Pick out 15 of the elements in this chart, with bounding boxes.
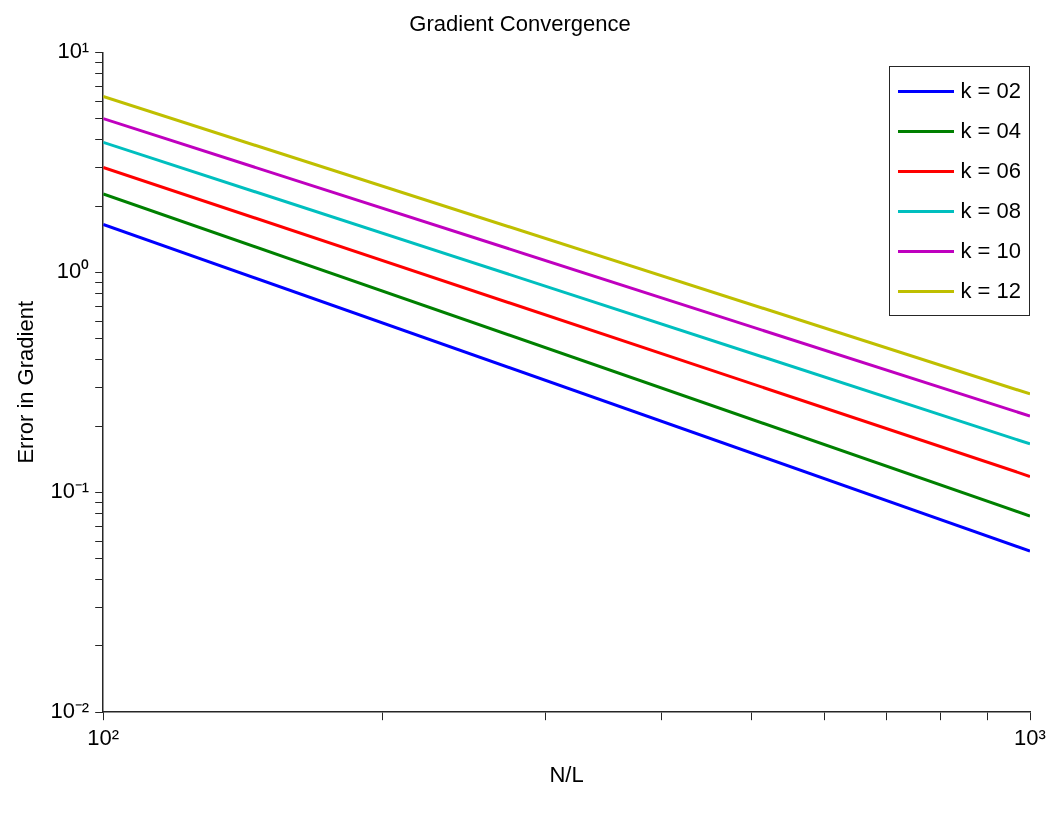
x-tick-label: 10³ xyxy=(1014,725,1046,751)
y-axis-title: Error in Gradient xyxy=(13,300,39,464)
legend-label: k = 04 xyxy=(960,118,1021,144)
chart-title: Gradient Convergence xyxy=(409,11,631,37)
y-tick-label: 10¹ xyxy=(57,38,90,64)
legend-label: k = 06 xyxy=(960,158,1021,184)
y-tick-label: 10⁻² xyxy=(50,698,90,724)
y-tick-label: 10⁰ xyxy=(56,258,90,284)
x-tick-label: 10² xyxy=(87,725,120,751)
legend-label: k = 08 xyxy=(960,198,1021,224)
x-axis-title: N/L xyxy=(549,761,584,787)
y-tick-label: 10⁻¹ xyxy=(50,478,90,504)
legend-label: k = 10 xyxy=(960,238,1021,264)
legend-label: k = 02 xyxy=(960,78,1021,104)
legend-label: k = 12 xyxy=(960,278,1021,304)
